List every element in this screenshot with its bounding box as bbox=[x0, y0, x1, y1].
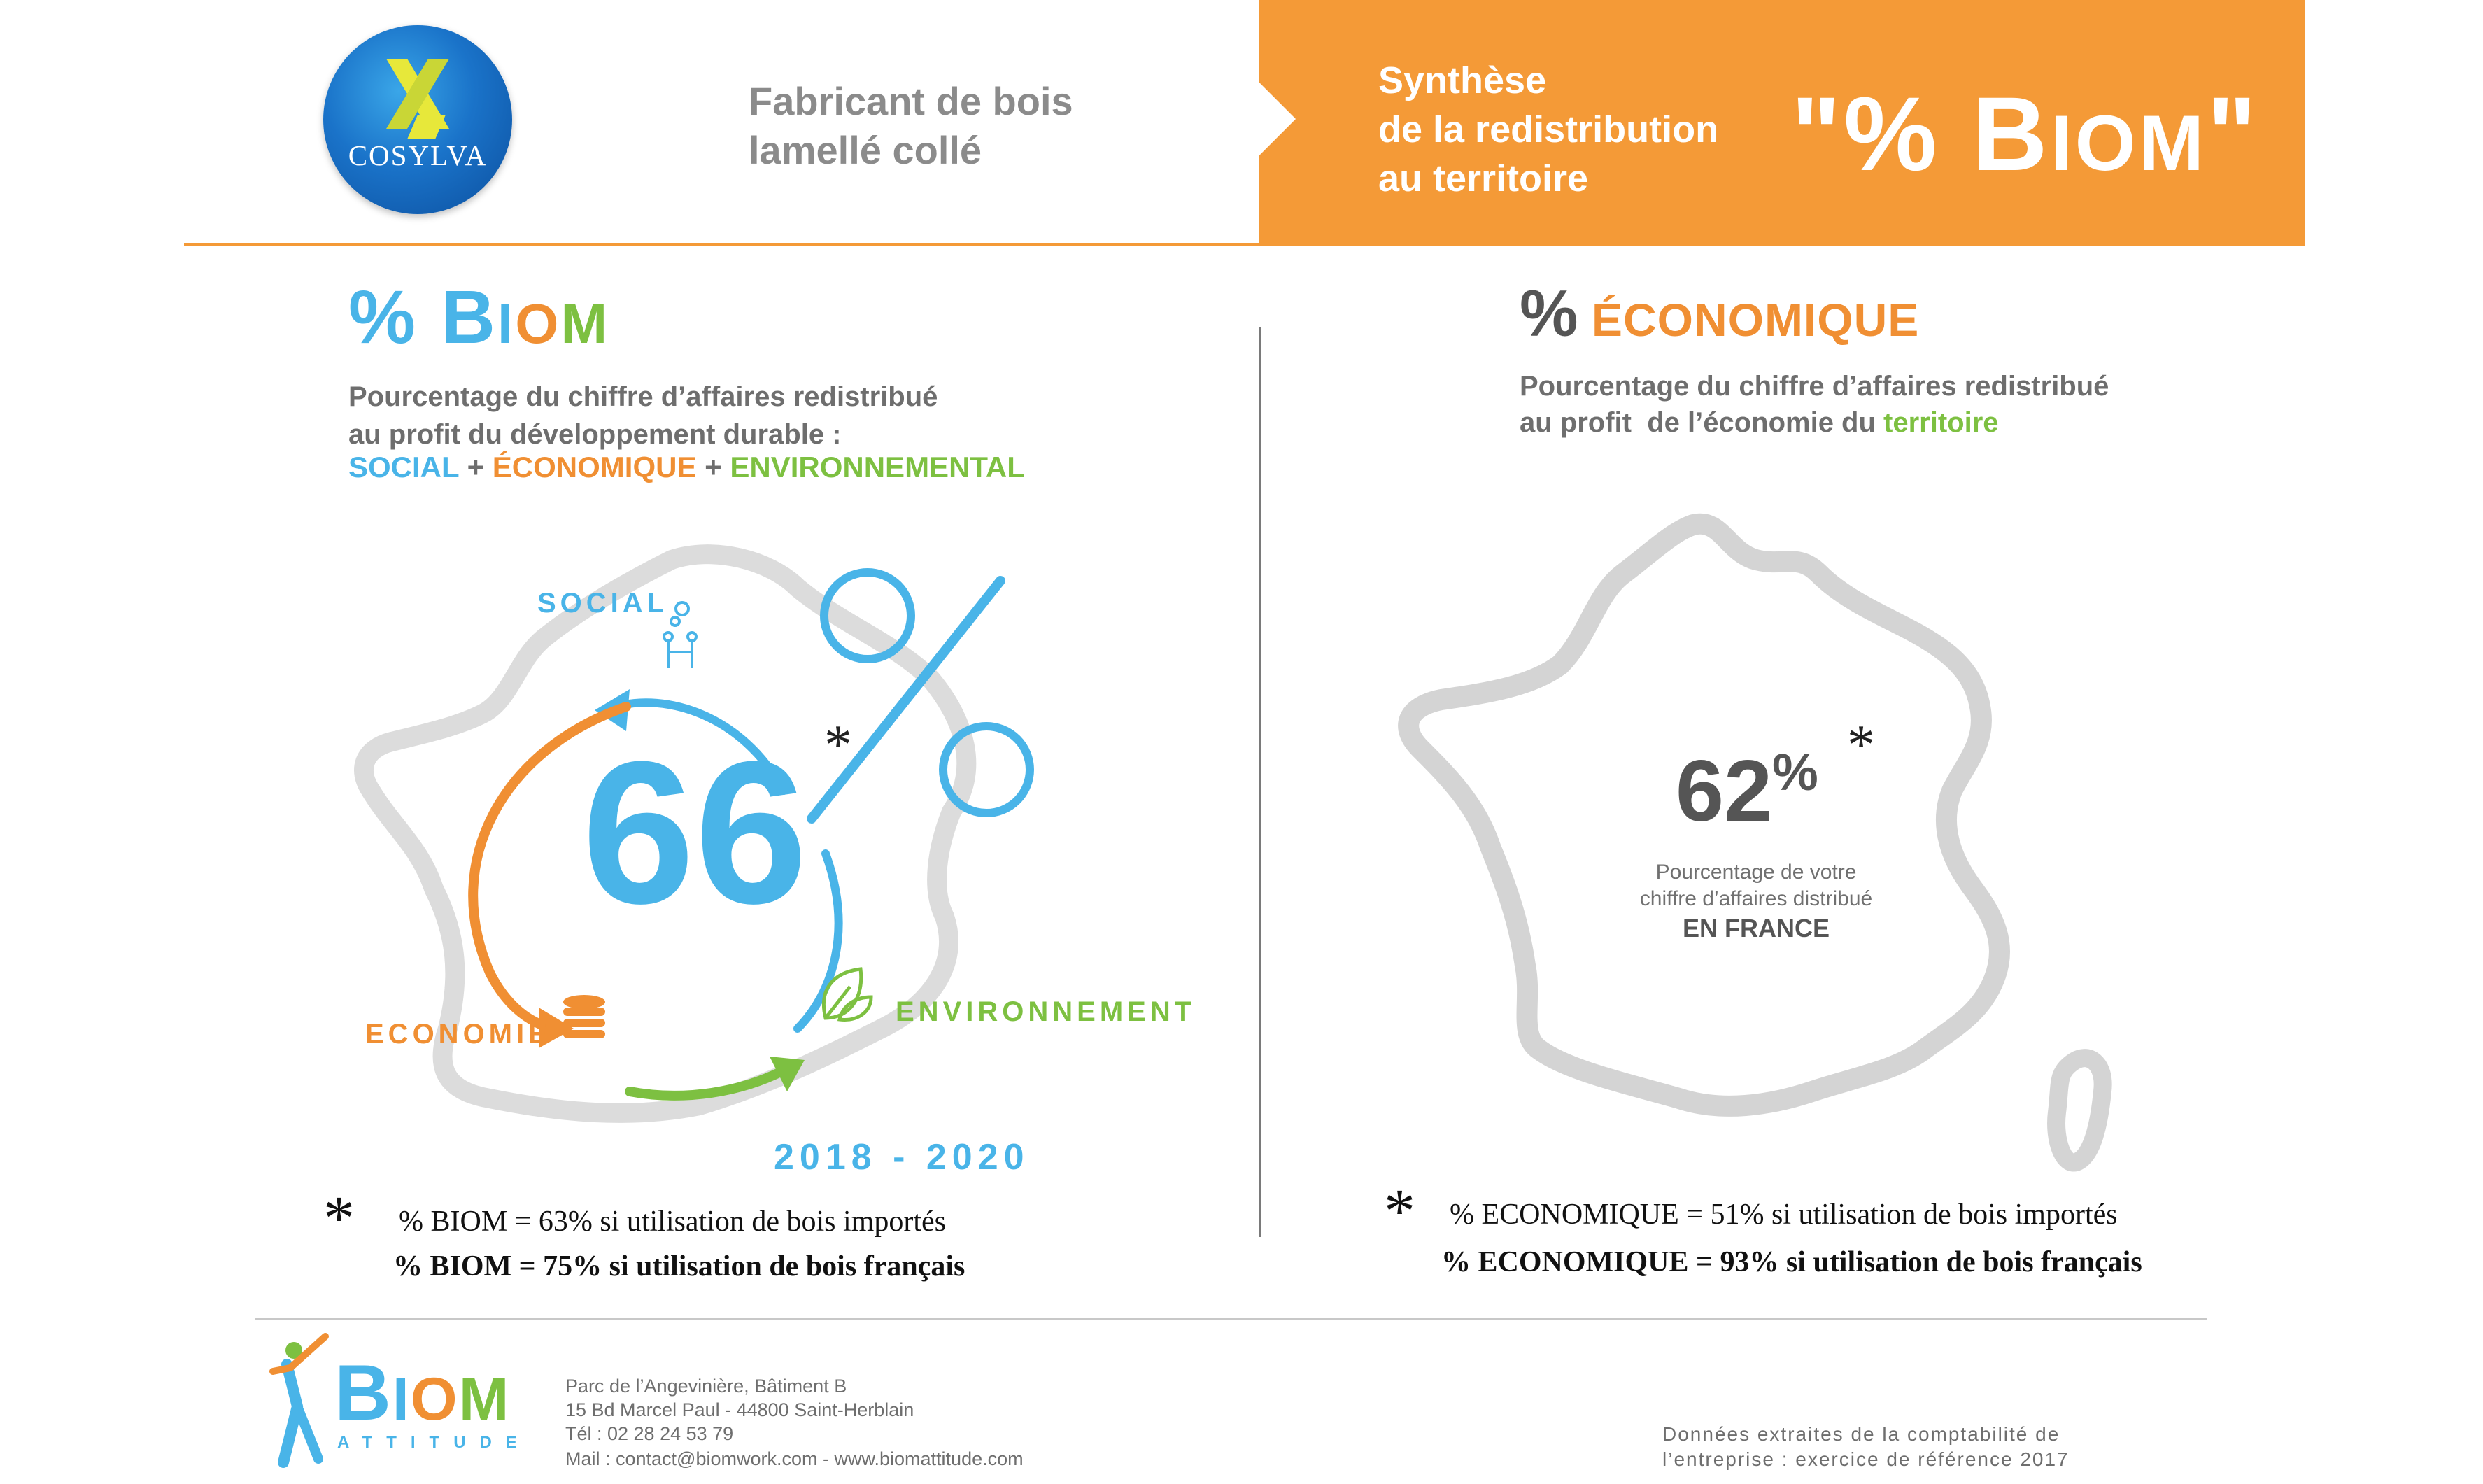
synthesis-title: Synthèse de la redistribution au territo… bbox=[1378, 56, 1770, 203]
percent-icon bbox=[807, 568, 1034, 824]
biom-quote-open: "% B bbox=[1791, 75, 2051, 192]
synthesis-line1: Synthèse bbox=[1378, 59, 1547, 101]
biom-logo-subtitle: ATTITUDE bbox=[337, 1433, 531, 1452]
source-note-line1: Données extraites de la comptabilité de bbox=[1662, 1423, 2060, 1445]
biom-logo-wordmark: BIOM bbox=[334, 1348, 510, 1438]
address-line1: Parc de l’Angevinière, Bâtiment B bbox=[565, 1376, 847, 1397]
company-tagline-line1: Fabricant de bois bbox=[749, 79, 1073, 123]
header-divider bbox=[184, 243, 2304, 246]
synthesis-line2: de la redistribution bbox=[1378, 108, 1719, 150]
header-banner bbox=[1259, 0, 2305, 246]
economique-description: Pourcentage du chiffre d’affaires redist… bbox=[1520, 368, 2109, 441]
biom-percentage-value: 66 bbox=[581, 719, 808, 946]
economique-value: 62 bbox=[1676, 743, 1772, 840]
economique-caption-line1: Pourcentage de votre bbox=[1655, 861, 1857, 884]
economique-desc-line1: Pourcentage du chiffre d’affaires redist… bbox=[1520, 371, 2109, 402]
period-label: 2018 - 2020 bbox=[774, 1137, 1030, 1178]
biom-quote-small: IOM bbox=[2050, 99, 2207, 187]
pillar-plus-2: + bbox=[696, 451, 730, 483]
synthesis-line3: au territoire bbox=[1378, 157, 1589, 199]
france-map-background-icon bbox=[354, 544, 977, 1123]
title-i: I bbox=[497, 292, 516, 355]
label-environnement: ENVIRONNEMENT bbox=[896, 996, 1196, 1027]
pillar-plus-1: + bbox=[458, 451, 493, 483]
cosylva-logo-icon bbox=[386, 59, 449, 139]
biom-logo-b: B bbox=[334, 1349, 392, 1436]
cosylva-logo-text: COSYLVA bbox=[348, 139, 488, 171]
right-note-french: % ECONOMIQUE = 93% si utilisation de boi… bbox=[1441, 1246, 2142, 1278]
biom-description: Pourcentage du chiffre d’affaires redist… bbox=[348, 378, 938, 453]
pillar-economique: ÉCONOMIQUE bbox=[492, 451, 697, 483]
biom-asterisk: * bbox=[824, 714, 852, 776]
title-m: M bbox=[560, 292, 610, 355]
cosylva-logo: COSYLVA bbox=[323, 25, 512, 214]
economique-caption-bold: EN FRANCE bbox=[1682, 914, 1830, 942]
biom-figure-icon bbox=[269, 1333, 329, 1468]
right-note-imported: % ECONOMIQUE = 51% si utilisation de boi… bbox=[1450, 1199, 2118, 1231]
biom-cycle-graphic bbox=[354, 544, 1034, 1123]
left-note-imported: % BIOM = 63% si utilisation de bois impo… bbox=[399, 1206, 946, 1238]
address-contact: Mail : contact@biomwork.com - www.biomat… bbox=[565, 1448, 1024, 1469]
economique-caption-line2: chiffre d’affaires distribué bbox=[1639, 887, 1873, 910]
economique-caption: Pourcentage de votre chiffre d’affaires … bbox=[1602, 859, 1910, 912]
address-phone: Tél : 02 28 24 53 79 bbox=[565, 1423, 734, 1444]
economique-title-pct: % bbox=[1520, 276, 1578, 350]
pillar-social: SOCIAL bbox=[348, 451, 459, 483]
france-map-icon bbox=[1398, 513, 2112, 1172]
leaf-icon bbox=[821, 967, 873, 1022]
pillar-environnemental: ENVIRONNEMENTAL bbox=[730, 451, 1025, 483]
biom-quote-title: "% BIOM" bbox=[1791, 73, 2259, 195]
economique-desc-line2: au profit de l’économie du territoire bbox=[1520, 404, 2109, 441]
right-note-asterisk: * bbox=[1384, 1177, 1415, 1246]
biom-quote-close: " bbox=[2207, 75, 2260, 192]
label-economie: ECONOMIE bbox=[365, 1019, 551, 1050]
left-note-french: % BIOM = 75% si utilisation de bois fran… bbox=[393, 1250, 965, 1282]
banner-notch bbox=[1257, 80, 1296, 157]
biom-logo-m: M bbox=[458, 1366, 511, 1433]
company-tagline-line2: lamellé collé bbox=[749, 128, 982, 172]
economique-value-unit: % bbox=[1771, 743, 1818, 801]
title-prefix: % B bbox=[348, 274, 498, 359]
economique-percentage-value: 62% bbox=[1676, 742, 1818, 841]
footer-divider bbox=[255, 1318, 2207, 1320]
gears-handshake-icon bbox=[663, 601, 698, 668]
biom-logo-o: O bbox=[410, 1366, 459, 1433]
biom-pillars: SOCIAL + ÉCONOMIQUE + ENVIRONNEMENTAL bbox=[348, 451, 1025, 484]
territoire-highlight: territoire bbox=[1883, 407, 1999, 438]
company-tagline: Fabricant de bois lamellé collé bbox=[749, 77, 1140, 175]
title-o: O bbox=[515, 292, 561, 355]
biom-desc-line2: au profit du développement durable : bbox=[348, 419, 842, 450]
coins-icon bbox=[563, 995, 605, 1038]
economique-section-title: % ÉCONOMIQUE bbox=[1520, 276, 1919, 351]
biom-desc-line1: Pourcentage du chiffre d’affaires redist… bbox=[348, 381, 938, 412]
biom-logo-i: I bbox=[392, 1366, 411, 1433]
center-divider bbox=[1259, 327, 1261, 1237]
label-social: SOCIAL bbox=[537, 588, 669, 619]
economique-desc-prefix: au profit de l’économie du bbox=[1520, 407, 1884, 438]
economique-asterisk: * bbox=[1847, 714, 1875, 776]
economique-title-text: ÉCONOMIQUE bbox=[1578, 294, 1920, 346]
address-line2: 15 Bd Marcel Paul - 44800 Saint-Herblain bbox=[565, 1399, 914, 1420]
biom-section-title: % BIOM bbox=[348, 273, 609, 360]
left-note-asterisk: * bbox=[323, 1184, 355, 1253]
source-note-line2: l’entreprise : exercice de référence 201… bbox=[1662, 1448, 2070, 1470]
